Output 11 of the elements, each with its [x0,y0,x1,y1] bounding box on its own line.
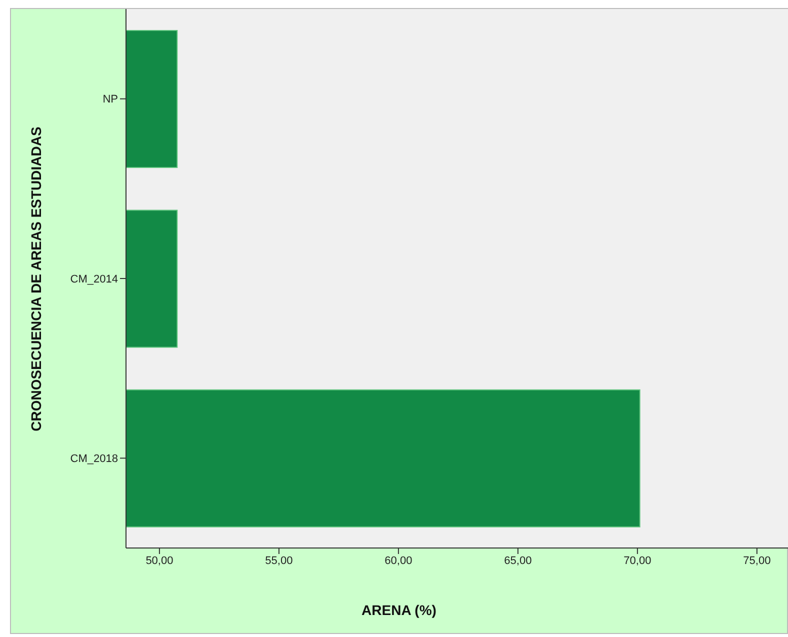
y-tick-label: NP [102,94,118,106]
y-tick-label: CM_2018 [70,453,118,466]
y-axis-title: CRONOSECUENCIA DE AREAS ESTUDIADAS [28,126,44,432]
x-tick-label: 70,00 [624,554,652,567]
y-tick-label: CM_2014 [70,273,118,286]
x-axis-title: ARENA (%) [362,602,436,618]
x-tick-label: 55,00 [265,554,293,567]
x-tick-label: 60,00 [384,554,412,567]
x-tick-label: 65,00 [504,554,532,567]
x-tick-label: 50,00 [146,554,174,567]
x-tick-label: 75,00 [743,554,771,567]
